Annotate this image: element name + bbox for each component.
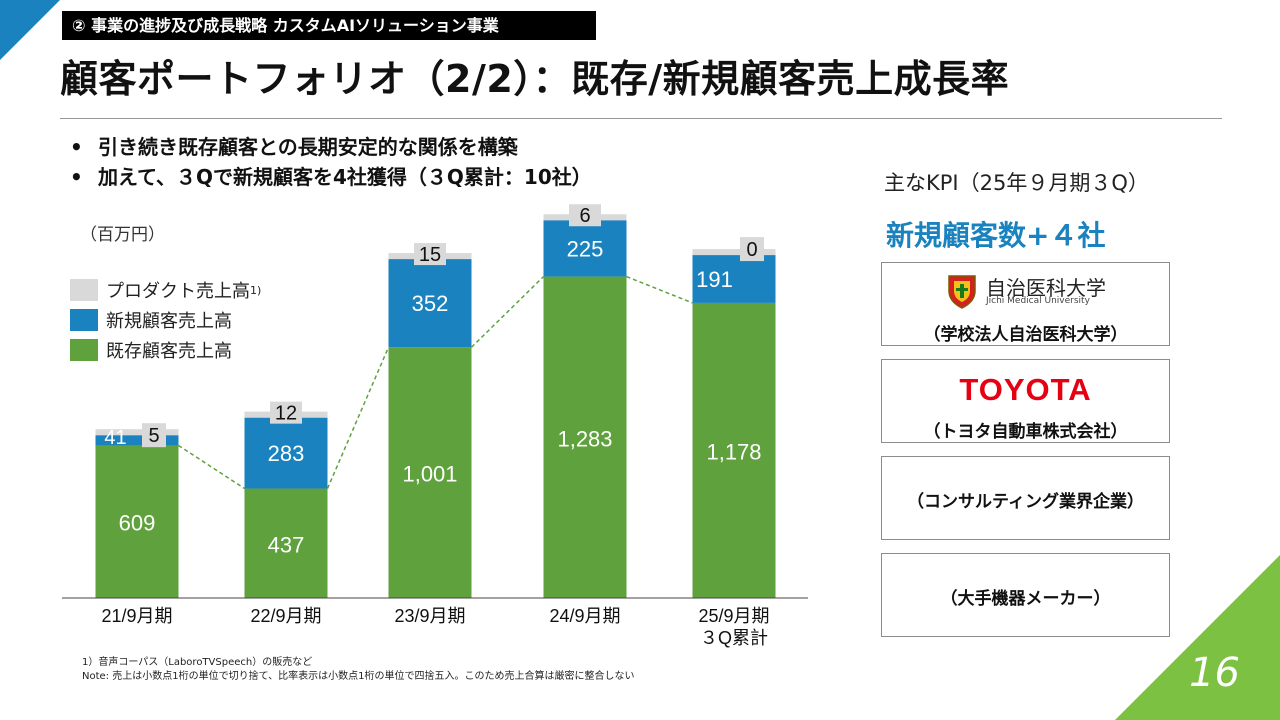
data-label-product: 15: [419, 244, 441, 266]
bar-existing: [95, 445, 179, 598]
customer-caption: （トヨタ自動車株式会社）: [923, 422, 1128, 442]
jichi-logo-subtext: Jichi Medical University: [986, 296, 1090, 306]
footnotes: 1）音声コーパス（LaboroTVSpeech）の販売など Note: 売上は小…: [82, 656, 634, 684]
corner-decoration-top-left: [0, 0, 60, 60]
legend-swatch-new: [70, 309, 98, 331]
footnote-1: 1）音声コーパス（LaboroTVSpeech）の販売など: [82, 657, 313, 668]
x-tick-label: 23/9月期: [394, 606, 465, 626]
connector-line: [326, 346, 390, 489]
data-label-product: 5: [148, 425, 159, 447]
legend-item-product: プロダクト売上高 1): [70, 275, 261, 305]
customer-caption: （学校法人自治医科大学）: [923, 325, 1128, 345]
legend-swatch-product: [70, 279, 98, 301]
connector-line: [470, 276, 545, 348]
bar-product: [95, 429, 179, 436]
data-label-product: 0: [746, 239, 757, 261]
customer-caption: （コンサルティング業界企業）: [907, 492, 1144, 512]
legend-label-product-sup: 1): [250, 283, 262, 297]
title-divider: [60, 118, 1222, 119]
section-tag: ② 事業の進捗及び成長戦略 カスタムAIソリューション事業: [62, 11, 596, 40]
page-number: 16: [1189, 650, 1240, 696]
data-label-new: 352: [412, 291, 449, 316]
revenue-stacked-bar-chart: 609 41 5 21/9月期 437 283 12 22/9月期 1,001 352 15 23/9…: [62, 204, 808, 648]
customer-caption: （大手機器メーカー）: [940, 589, 1111, 609]
data-label-existing: 437: [268, 532, 305, 557]
bar-existing: [388, 347, 472, 598]
data-label-existing: 1,283: [557, 426, 612, 451]
x-tick-label: ３Q累計: [700, 628, 768, 648]
data-label-new: 191: [696, 267, 733, 292]
bar-new: [543, 220, 627, 277]
data-label-product: 12: [275, 403, 297, 425]
page-title: 顧客ポートフォリオ（2/2）：既存/新規顧客売上成長率: [60, 57, 1010, 101]
x-tick-label: 22/9月期: [250, 606, 321, 626]
legend-swatch-existing: [70, 339, 98, 361]
jichi-logo-text: 自治医科大学: [986, 276, 1106, 300]
kpi-new-customers-value: 新規顧客数+４社: [886, 219, 1106, 252]
data-label-existing: 609: [119, 511, 156, 536]
customer-card-equipment: （大手機器メーカー）: [881, 553, 1170, 637]
toyota-wordmark-logo: TOYOTA: [959, 372, 1092, 407]
customer-card-jichi: 自治医科大学 Jichi Medical University （学校法人自治医…: [881, 262, 1170, 346]
chart-legend: プロダクト売上高 1) 新規顧客売上高 既存顧客売上高: [70, 275, 261, 365]
data-label-new: 225: [567, 236, 604, 261]
x-tick-label: 24/9月期: [549, 606, 620, 626]
legend-item-existing: 既存顧客売上高: [70, 335, 261, 365]
bar-existing: [692, 302, 776, 598]
bullet-item: 引き続き既存顧客との長期安定的な関係を構築: [70, 132, 592, 162]
data-label-product: 6: [579, 205, 590, 227]
data-label-existing: 1,178: [706, 439, 761, 464]
footnote-note: Note: 売上は小数点1桁の単位で切り捨て、比率表示は小数点1桁の単位で四捨五…: [82, 671, 635, 682]
data-label-product-box: [142, 423, 166, 448]
bullet-list: 引き続き既存顧客との長期安定的な関係を構築 加えて、３Qで新規顧客を4社獲得（３…: [70, 132, 592, 192]
connector-line: [178, 444, 245, 490]
data-label-product-box: [569, 204, 601, 227]
data-label-product-box: [414, 243, 446, 266]
legend-label-product: プロダクト売上高: [106, 281, 250, 302]
university-crest-icon: [946, 273, 978, 309]
bar-new: [244, 417, 328, 489]
x-tick-label: 21/9月期: [101, 606, 172, 626]
data-label-new: 41: [104, 427, 126, 449]
chart-unit-label: （百万円）: [80, 225, 165, 245]
customer-card-consulting: （コンサルティング業界企業）: [881, 456, 1170, 540]
data-label-product-box: [270, 401, 302, 424]
bar-existing: [543, 276, 627, 598]
x-tick-label: 25/9月期: [698, 606, 769, 626]
bar-new: [95, 435, 179, 446]
bar-new: [692, 255, 776, 303]
connector-line: [626, 275, 693, 304]
legend-label-existing: 既存顧客売上高: [106, 341, 232, 362]
customer-card-toyota: TOYOTA （トヨタ自動車株式会社）: [881, 359, 1170, 443]
bullet-item: 加えて、３Qで新規顧客を4社獲得（３Q累計：10社）: [70, 162, 592, 192]
data-label-existing: 1,001: [402, 462, 457, 487]
bar-existing: [244, 488, 328, 598]
legend-label-new: 新規顧客売上高: [106, 311, 232, 332]
bar-new: [388, 259, 472, 348]
data-label-product-box: [740, 237, 764, 262]
data-label-new: 283: [268, 441, 305, 466]
bar-product: [692, 249, 776, 256]
kpi-heading: 主なKPI（25年９月期３Q）: [884, 171, 1149, 195]
legend-item-new: 新規顧客売上高: [70, 305, 261, 335]
